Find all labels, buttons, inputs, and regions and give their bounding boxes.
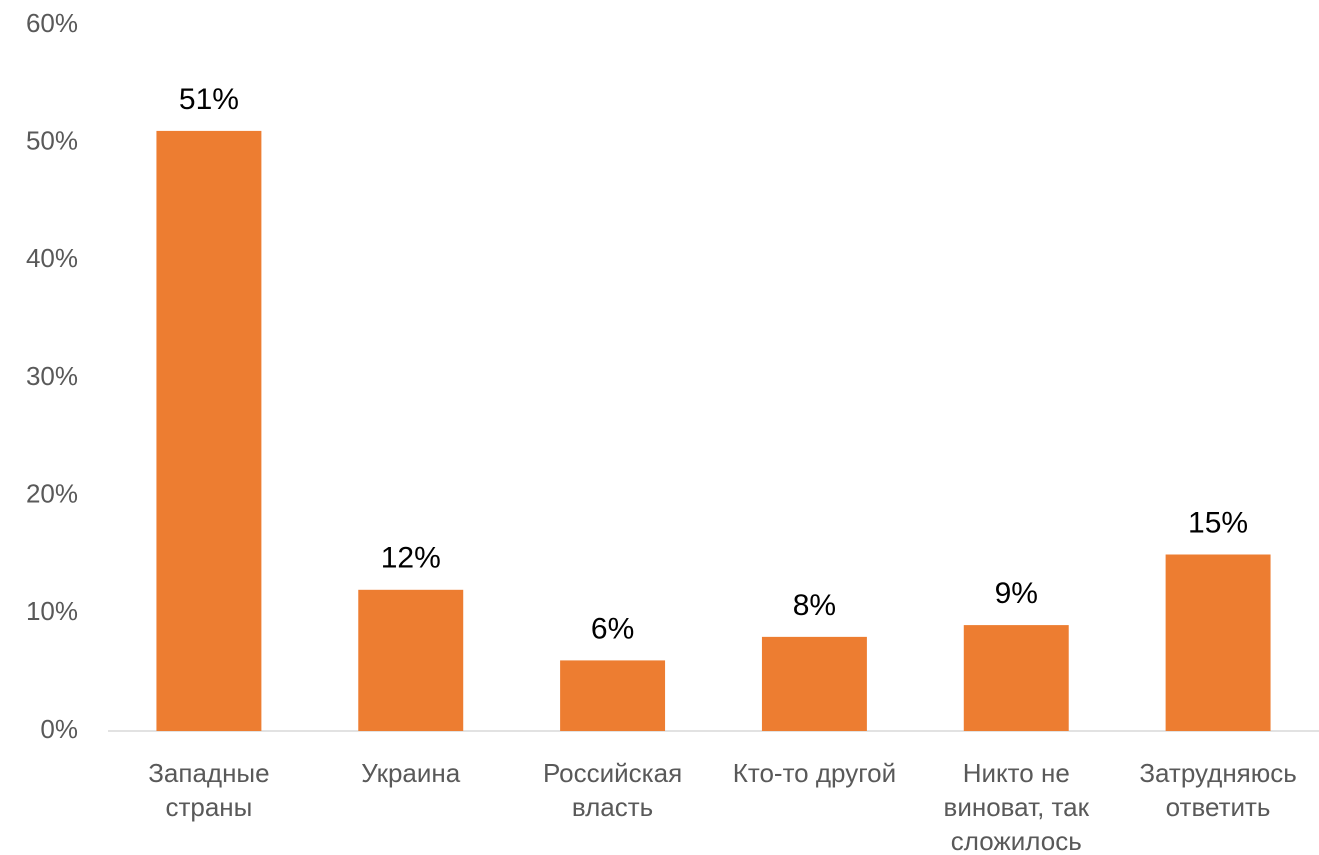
y-tick-label: 0% [40, 714, 78, 744]
bar [560, 660, 666, 731]
x-tick-label: Затрудняюсь ответить [1139, 758, 1297, 822]
x-tick-label: Украина [361, 758, 461, 788]
data-label: 6% [591, 612, 634, 645]
x-tick-label: Кто-то другой [732, 758, 897, 788]
y-tick-label: 30% [26, 361, 78, 391]
data-label: 15% [1188, 506, 1248, 539]
x-tick-label: Никто не виноват, так сложилось [943, 758, 1090, 855]
x-tick-label: Российская власть [542, 758, 683, 822]
y-tick-label: 50% [26, 126, 78, 156]
bar [963, 625, 1069, 731]
bar [761, 636, 867, 731]
data-label: 8% [793, 589, 836, 622]
y-tick-label: 10% [26, 596, 78, 626]
bar [156, 130, 262, 731]
y-tick-label: 40% [26, 243, 78, 273]
y-tick-label: 20% [26, 479, 78, 509]
data-label: 12% [381, 542, 441, 575]
data-label: 51% [179, 83, 239, 116]
x-tick-label: Западные страны [148, 758, 270, 822]
data-label: 9% [995, 577, 1038, 610]
y-tick-label: 60% [26, 8, 78, 38]
bar [1165, 554, 1271, 731]
bar [358, 589, 464, 731]
